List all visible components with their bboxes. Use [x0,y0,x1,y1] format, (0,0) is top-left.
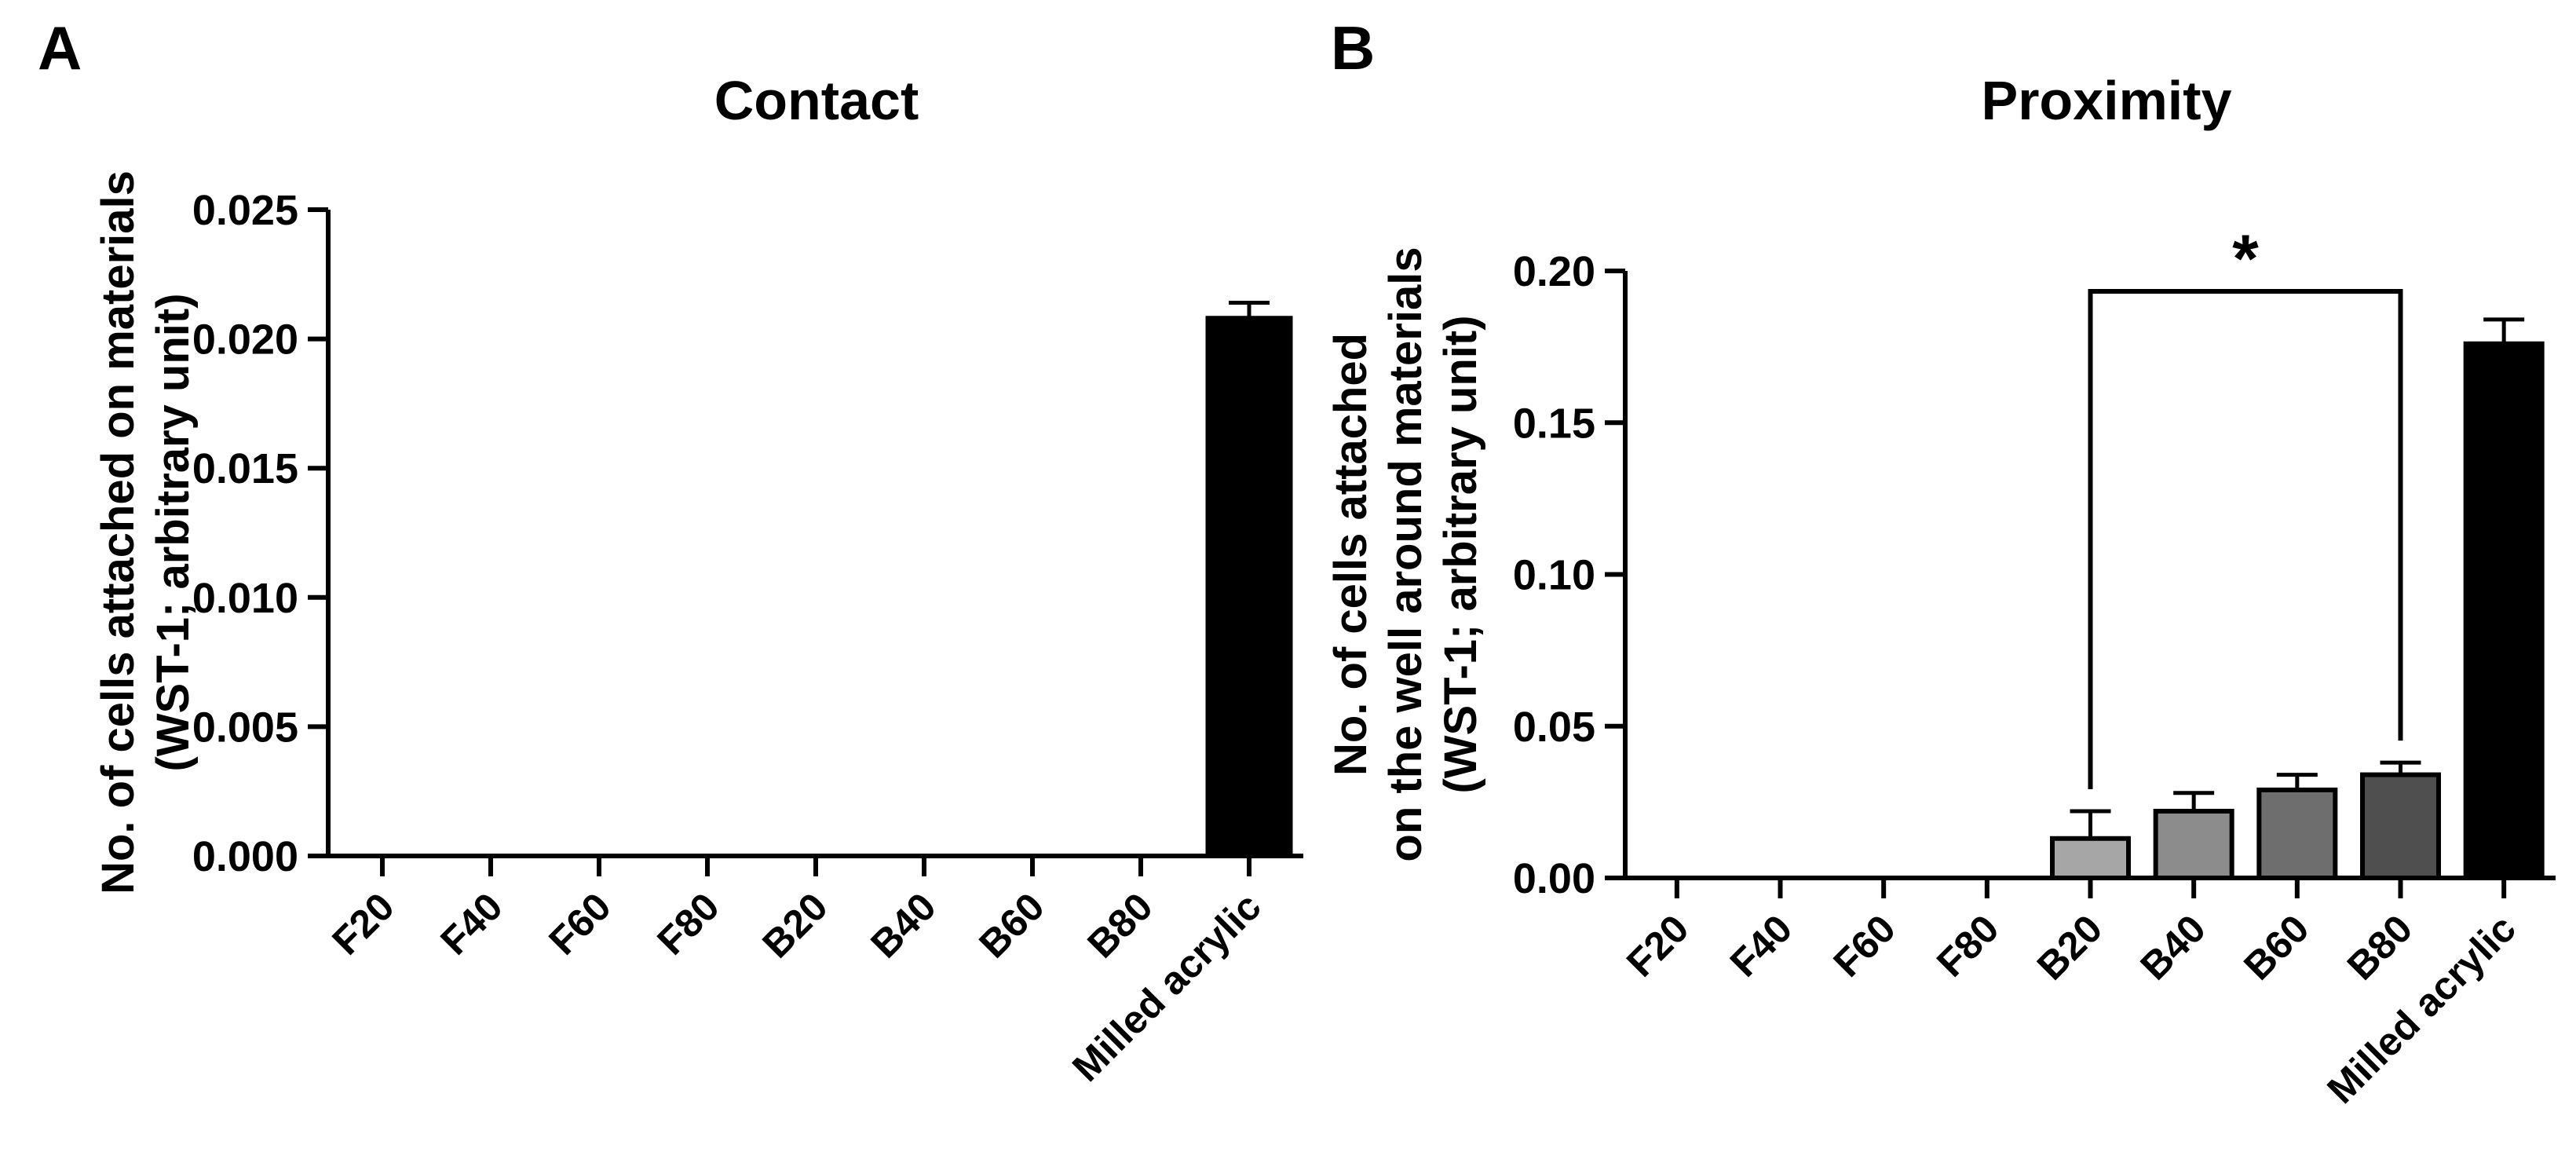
x-tick-label: B20 [754,884,835,966]
x-tick-label: F40 [1722,906,1801,986]
x-tick-label: B60 [970,884,1052,966]
bar [2256,787,2338,880]
x-tick-label: F60 [540,884,619,964]
y-axis-label: on the well around materials [1380,247,1431,861]
x-tick-label: Milled acrylic [1064,884,1270,1090]
bar [2360,772,2441,881]
y-axis-label: No. of cells attached [1325,333,1376,776]
proximity-chart: Proximity No. of cells attached on the wel… [1325,70,2556,1112]
y-axis-label: (WST-1; arbitrary unit) [1435,315,1486,793]
y-tick-label: 0.000 [192,833,298,880]
contact-chart: Contact No. of cells attached on material… [93,70,1303,1090]
y-tick-label: 0.015 [192,445,298,492]
bar [2050,836,2131,881]
y-tick-label: 0.10 [1513,552,1595,599]
y-axis-label: (WST-1; arbitrary unit) [148,293,199,771]
x-tick-label: B80 [2339,906,2421,988]
y-tick-label: 0.025 [192,187,298,234]
y-tick-label: 0.05 [1513,704,1595,751]
x-tick-label: F80 [649,884,728,964]
significance-bracket [2088,289,2403,789]
x-tick-label: F80 [1928,906,2008,986]
y-tick-label: 0.00 [1513,855,1595,902]
x-tick-label: B60 [2235,906,2317,988]
y-tick-label: 0.010 [192,575,298,622]
x-tick-label: B80 [1079,884,1160,966]
x-tick-label: B40 [862,884,944,966]
bar [1205,316,1293,859]
y-tick-label: 0.020 [192,316,298,364]
x-tick-label: F60 [1825,906,1904,986]
x-tick-label: F20 [323,884,403,964]
panel-b: B Proximity No. of cells attached on the w… [1325,13,2556,1112]
panel-letter-b: B [1331,13,1375,82]
bar [2463,341,2545,880]
panel-letter-a: A [38,13,82,82]
y-tick-label: 0.15 [1513,400,1595,447]
significance-label: * [2232,221,2259,297]
panel-a: A Contact No. of cells attached on materi… [38,13,1303,1090]
x-tick-label: B40 [2132,906,2213,988]
y-axis-label: No. of cells attached on materials [93,170,144,894]
x-tick-label: B20 [2029,906,2110,988]
bar [2153,808,2234,880]
y-tick-label: 0.20 [1513,248,1595,295]
x-tick-label: F20 [1618,906,1697,986]
y-tick-label: 0.005 [192,704,298,751]
x-tick-label: F40 [432,884,511,964]
x-tick-label: Milled acrylic [2318,906,2524,1112]
chart-title: Contact [714,70,919,131]
chart-title: Proximity [1982,70,2232,131]
